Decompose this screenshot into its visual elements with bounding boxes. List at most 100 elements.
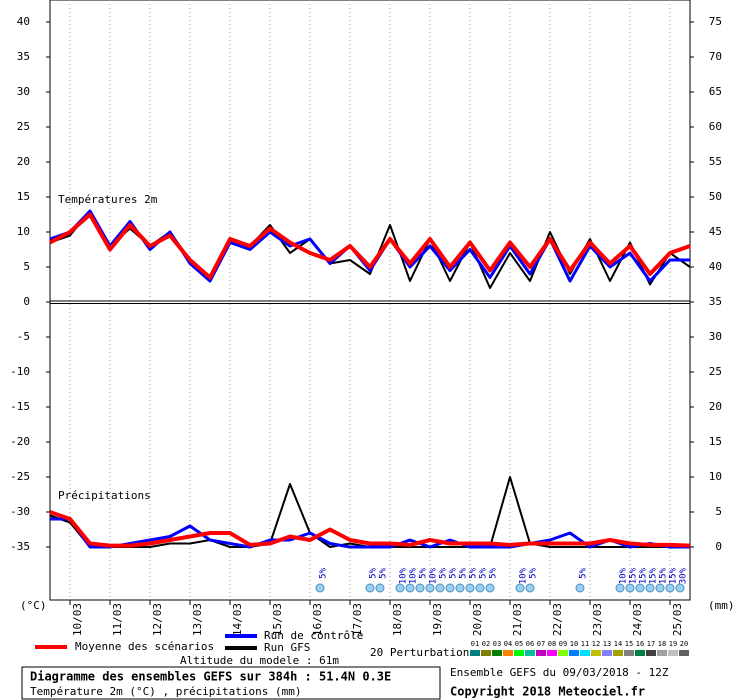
perturbation-swatch <box>547 650 557 656</box>
snow-label: 5% <box>579 567 589 578</box>
y-tick-label: 40 <box>17 15 30 28</box>
snow-label: 5% <box>469 567 479 578</box>
snow-icon <box>405 583 415 593</box>
y2-tick-label: 65 <box>709 85 722 98</box>
y2-tick-label: 35 <box>709 295 722 308</box>
snow-icon <box>365 583 375 593</box>
temperature-line <box>49 212 691 280</box>
snow-label: 5% <box>489 567 499 578</box>
snow-label: 5% <box>379 567 389 578</box>
plot-frame <box>49 0 691 601</box>
perturbation-swatch <box>602 650 612 656</box>
snow-label: 5% <box>449 567 459 578</box>
y2-tick-label: 15 <box>709 435 722 448</box>
title-box <box>21 666 441 700</box>
legend-label: Run GFS <box>264 641 310 654</box>
perturbation-swatch <box>657 650 667 656</box>
y-tick-label: 0 <box>23 295 30 308</box>
perturbations-label: 20 Perturbations <box>370 646 476 659</box>
snow-icon <box>375 583 385 593</box>
snow-icon <box>625 583 635 593</box>
x-tick-label: 14/03 <box>231 603 244 636</box>
perturbation-swatch <box>536 650 546 656</box>
y2-tick-label: 20 <box>709 400 722 413</box>
temperature-label: Températures 2m <box>58 193 158 206</box>
perturbation-label: 18 <box>658 640 666 648</box>
perturbation-swatch <box>514 650 524 656</box>
snow-icon <box>445 583 455 593</box>
y2-tick-label: 0 <box>715 540 722 553</box>
precip-label: Précipitations <box>58 489 151 502</box>
x-tick-label: 13/03 <box>191 603 204 636</box>
perturbation-swatch <box>591 650 601 656</box>
y2-tick-label: 30 <box>709 330 722 343</box>
y-tick-label: -10 <box>10 365 30 378</box>
y2-tick-label: 5 <box>715 505 722 518</box>
perturbation-swatch <box>470 650 480 656</box>
snow-icon <box>425 583 435 593</box>
snow-label: 10% <box>519 567 529 584</box>
snow-label: 5% <box>319 567 329 578</box>
chart-title: Diagramme des ensembles GEFS sur 384h : … <box>30 670 391 684</box>
x-tick-label: 24/03 <box>631 603 644 636</box>
y-tick-label: -15 <box>10 400 30 413</box>
y2-tick-label: 55 <box>709 155 722 168</box>
x-tick-label: 20/03 <box>471 603 484 636</box>
snow-icon <box>615 583 625 593</box>
snow-label: 10% <box>619 567 629 584</box>
perturbation-label: 02 <box>482 640 490 648</box>
perturbation-label: 08 <box>548 640 556 648</box>
x-tick-label: 19/03 <box>431 603 444 636</box>
perturbation-swatch <box>635 650 645 656</box>
x-tick-label: 11/03 <box>111 603 124 636</box>
perturbation-label: 13 <box>603 640 611 648</box>
perturbation-label: 06 <box>526 640 534 648</box>
perturbation-swatch <box>668 650 678 656</box>
snow-icon <box>435 583 445 593</box>
x-tick-label: 23/03 <box>591 603 604 636</box>
y2-tick-label: 75 <box>709 15 722 28</box>
snow-label: 5% <box>479 567 489 578</box>
y-tick-label: 20 <box>17 155 30 168</box>
snow-icon <box>315 583 325 593</box>
y-tick-label: -35 <box>10 540 30 553</box>
snow-icon <box>515 583 525 593</box>
precip-line <box>49 476 690 548</box>
perturbation-swatch <box>613 650 623 656</box>
y2-tick-label: 50 <box>709 190 722 203</box>
y-tick-label: 15 <box>17 190 30 203</box>
y-tick-label: -20 <box>10 435 30 448</box>
y-tick-label: -30 <box>10 505 30 518</box>
y-tick-label: -25 <box>10 470 30 483</box>
legend-label: Moyenne des scénarios <box>75 640 214 653</box>
y-tick-label: 30 <box>17 85 30 98</box>
snow-icon <box>415 583 425 593</box>
perturbation-label: 20 <box>680 640 688 648</box>
y-tick-label: 35 <box>17 50 30 63</box>
snow-icon <box>675 583 685 593</box>
snow-label: 15% <box>659 567 669 584</box>
snow-label: 10% <box>409 567 419 584</box>
perturbation-swatch <box>481 650 491 656</box>
snow-label: 15% <box>669 567 679 584</box>
snow-label: 15% <box>629 567 639 584</box>
perturbation-label: 07 <box>537 640 545 648</box>
snow-icon <box>665 583 675 593</box>
y-tick-label: -5 <box>17 330 30 343</box>
snow-label: 5% <box>529 567 539 578</box>
snow-label: 5% <box>439 567 449 578</box>
y2-tick-label: 70 <box>709 50 722 63</box>
x-tick-label: 10/03 <box>71 603 84 636</box>
snow-label: 30% <box>679 567 689 584</box>
snow-icon <box>575 583 585 593</box>
x-tick-label: 18/03 <box>391 603 404 636</box>
snow-label: 5% <box>459 567 469 578</box>
y-axis-label: (°C) <box>20 599 47 612</box>
snow-label: 15% <box>649 567 659 584</box>
snow-icon <box>645 583 655 593</box>
perturbation-label: 04 <box>504 640 512 648</box>
snow-label: 10% <box>399 567 409 584</box>
precip-line <box>49 510 691 548</box>
perturbation-label: 03 <box>493 640 501 648</box>
